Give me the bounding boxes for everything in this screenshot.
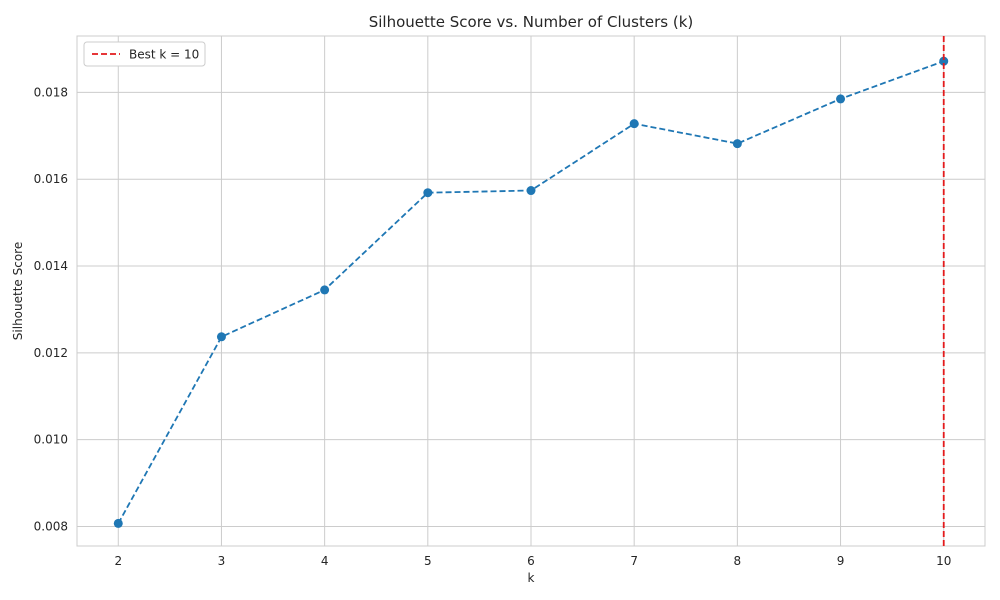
y-tick-label: 0.014 (34, 259, 68, 273)
y-tick-label: 0.012 (34, 346, 68, 360)
y-tick-label: 0.008 (34, 519, 68, 533)
legend-box (83, 41, 206, 67)
y-axis-label: Silhouette Score (11, 242, 25, 340)
data-point (216, 332, 226, 342)
x-tick-label: 9 (837, 554, 845, 568)
chart-title: Silhouette Score vs. Number of Clusters … (369, 13, 694, 31)
series-group (113, 56, 949, 528)
y-tick-label: 0.018 (34, 85, 68, 99)
legend: Best k = 10 (83, 41, 206, 67)
x-axis-label: k (528, 571, 535, 585)
x-axis-ticks: 2 3 4 5 6 7 8 9 10 (114, 554, 951, 568)
legend-label: Best k = 10 (129, 48, 199, 62)
x-tick-label: 4 (321, 554, 329, 568)
x-tick-label: 3 (218, 554, 226, 568)
data-point (526, 186, 536, 196)
y-tick-label: 0.010 (34, 433, 68, 447)
x-tick-label: 10 (936, 554, 951, 568)
y-tick-label: 0.016 (34, 172, 68, 186)
data-point (320, 285, 330, 295)
x-tick-label: 6 (527, 554, 535, 568)
plot-frame (76, 35, 986, 547)
data-point (939, 56, 949, 66)
data-point (836, 94, 846, 104)
x-tick-label: 8 (734, 554, 742, 568)
x-tick-label: 7 (630, 554, 638, 568)
data-point (732, 139, 742, 149)
grid (77, 36, 985, 546)
data-point (629, 119, 639, 129)
data-point (423, 188, 433, 198)
x-tick-label: 2 (114, 554, 122, 568)
data-point (113, 518, 123, 528)
x-tick-label: 5 (424, 554, 432, 568)
y-axis-ticks: 0.008 0.010 0.012 0.014 0.016 0.018 (34, 85, 68, 533)
